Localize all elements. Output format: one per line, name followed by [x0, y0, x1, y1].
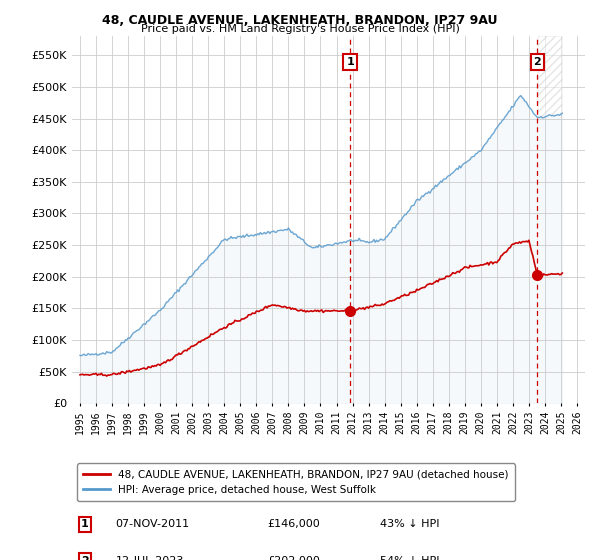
- Text: 2: 2: [81, 556, 89, 560]
- Text: £146,000: £146,000: [267, 519, 320, 529]
- Legend: 48, CAUDLE AVENUE, LAKENHEATH, BRANDON, IP27 9AU (detached house), HPI: Average : 48, CAUDLE AVENUE, LAKENHEATH, BRANDON, …: [77, 464, 515, 501]
- Text: Price paid vs. HM Land Registry's House Price Index (HPI): Price paid vs. HM Land Registry's House …: [140, 24, 460, 34]
- Text: 07-NOV-2011: 07-NOV-2011: [116, 519, 190, 529]
- Text: 12-JUL-2023: 12-JUL-2023: [116, 556, 184, 560]
- Text: 2: 2: [533, 57, 541, 67]
- Text: 43% ↓ HPI: 43% ↓ HPI: [380, 519, 439, 529]
- Text: 48, CAUDLE AVENUE, LAKENHEATH, BRANDON, IP27 9AU: 48, CAUDLE AVENUE, LAKENHEATH, BRANDON, …: [102, 14, 498, 27]
- Text: 1: 1: [346, 57, 354, 67]
- Text: 1: 1: [81, 519, 89, 529]
- Text: £202,000: £202,000: [267, 556, 320, 560]
- Text: 54% ↓ HPI: 54% ↓ HPI: [380, 556, 439, 560]
